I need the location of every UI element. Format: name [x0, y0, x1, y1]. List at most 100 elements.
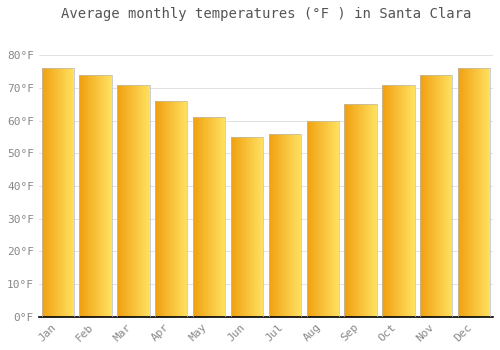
Bar	[108, 75, 110, 317]
Bar	[408, 85, 409, 317]
Bar	[242, 137, 243, 317]
Bar	[130, 85, 131, 317]
Bar	[44, 68, 45, 317]
Bar	[382, 85, 414, 317]
Bar	[308, 121, 309, 317]
Bar	[54, 68, 56, 317]
Bar	[386, 85, 387, 317]
Bar	[472, 68, 474, 317]
Bar	[105, 75, 106, 317]
Bar	[169, 101, 170, 317]
Bar	[438, 75, 440, 317]
Bar	[217, 117, 218, 317]
Bar	[123, 85, 124, 317]
Bar	[282, 134, 283, 317]
Bar	[320, 121, 321, 317]
Bar	[224, 117, 225, 317]
Bar	[159, 101, 160, 317]
Bar	[258, 137, 259, 317]
Bar	[293, 134, 294, 317]
Bar	[325, 121, 326, 317]
Bar	[215, 117, 216, 317]
Bar	[173, 101, 174, 317]
Bar	[98, 75, 99, 317]
Bar	[483, 68, 484, 317]
Bar	[80, 75, 81, 317]
Bar	[232, 137, 234, 317]
Bar	[88, 75, 89, 317]
Bar	[280, 134, 281, 317]
Bar	[396, 85, 397, 317]
Bar	[64, 68, 65, 317]
Bar	[276, 134, 277, 317]
Bar	[486, 68, 487, 317]
Bar	[285, 134, 286, 317]
Bar	[251, 137, 252, 317]
Bar	[70, 68, 72, 317]
Bar	[185, 101, 186, 317]
Bar	[294, 134, 296, 317]
Bar	[459, 68, 460, 317]
Bar	[344, 104, 376, 317]
Bar	[216, 117, 217, 317]
Bar	[318, 121, 320, 317]
Bar	[354, 104, 355, 317]
Bar	[103, 75, 104, 317]
Bar	[370, 104, 371, 317]
Bar	[400, 85, 401, 317]
Bar	[208, 117, 209, 317]
Bar	[223, 117, 224, 317]
Bar	[290, 134, 292, 317]
Bar	[58, 68, 59, 317]
Bar	[286, 134, 288, 317]
Bar	[356, 104, 358, 317]
Bar	[65, 68, 66, 317]
Bar	[409, 85, 410, 317]
Bar	[166, 101, 168, 317]
Bar	[97, 75, 98, 317]
Bar	[425, 75, 426, 317]
Bar	[147, 85, 148, 317]
Bar	[404, 85, 405, 317]
Bar	[170, 101, 172, 317]
Bar	[360, 104, 362, 317]
Bar	[52, 68, 53, 317]
Bar	[426, 75, 428, 317]
Bar	[260, 137, 262, 317]
Bar	[322, 121, 324, 317]
Bar	[475, 68, 476, 317]
Bar	[244, 137, 246, 317]
Bar	[122, 85, 123, 317]
Title: Average monthly temperatures (°F ) in Santa Clara: Average monthly temperatures (°F ) in Sa…	[60, 7, 471, 21]
Bar	[335, 121, 336, 317]
Bar	[252, 137, 254, 317]
Bar	[234, 137, 235, 317]
Bar	[484, 68, 486, 317]
Bar	[256, 137, 258, 317]
Bar	[56, 68, 57, 317]
Bar	[382, 85, 383, 317]
Bar	[375, 104, 376, 317]
Bar	[446, 75, 448, 317]
Bar	[449, 75, 450, 317]
Bar	[95, 75, 96, 317]
Bar	[80, 75, 112, 317]
Bar	[433, 75, 434, 317]
Bar	[201, 117, 202, 317]
Bar	[127, 85, 128, 317]
Bar	[42, 68, 43, 317]
Bar	[48, 68, 49, 317]
Bar	[274, 134, 275, 317]
Bar	[470, 68, 471, 317]
Bar	[355, 104, 356, 317]
Bar	[463, 68, 464, 317]
Bar	[429, 75, 430, 317]
Bar	[392, 85, 393, 317]
Bar	[288, 134, 289, 317]
Bar	[69, 68, 70, 317]
Bar	[389, 85, 390, 317]
Bar	[346, 104, 347, 317]
Bar	[66, 68, 68, 317]
Bar	[324, 121, 325, 317]
Bar	[450, 75, 451, 317]
